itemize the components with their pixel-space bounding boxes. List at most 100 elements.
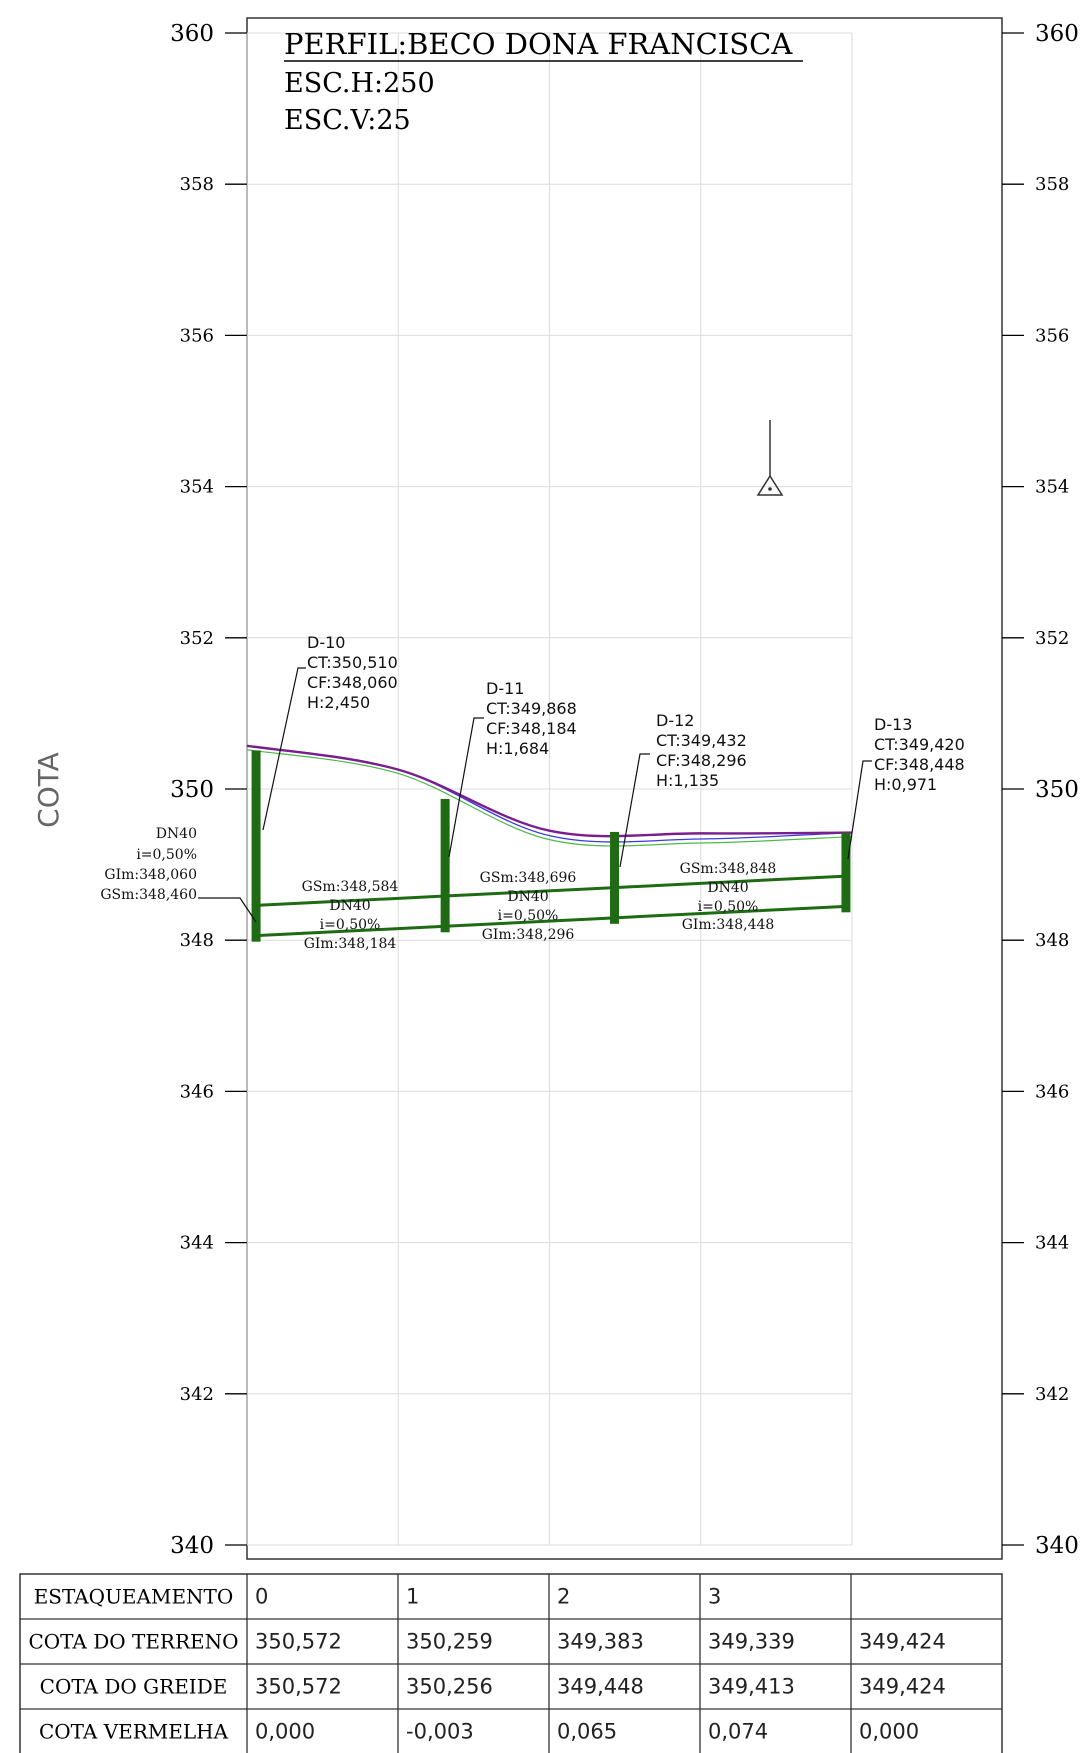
y-tick-label: 360	[170, 21, 214, 47]
pipe-dn: DN40	[707, 880, 748, 896]
manhole-h: H:2,450	[307, 693, 370, 712]
y-tick-label: 350	[1035, 777, 1079, 803]
table-cell: 0,065	[557, 1720, 617, 1744]
pipe-lines	[256, 874, 847, 938]
manhole-d13-annotation: D-13 CT:349,420 CF:348,448 H:0,971	[847, 715, 965, 860]
y-tick-label: 356	[180, 325, 214, 346]
manhole-h: H:1,135	[656, 771, 719, 790]
pipe-bottom-line	[614, 904, 847, 920]
pipe-dn: DN40	[156, 826, 197, 842]
y-tick-label: 340	[1035, 1533, 1079, 1559]
table-cell: 0,000	[255, 1720, 315, 1744]
manhole-d11-annotation: D-11 CT:349,868 CF:348,184 H:1,684	[448, 679, 577, 858]
table-cell: 350,572	[255, 1675, 342, 1699]
benchmark-symbol	[756, 420, 784, 496]
table-cell: 0,074	[708, 1720, 768, 1744]
manhole-ct: CT:349,420	[874, 735, 965, 754]
table-cell: 349,383	[557, 1630, 644, 1654]
y-tick-label: 352	[1035, 628, 1069, 649]
pipe-segment-2-labels: GSm:348,696 DN40 i=0,50% GIm:348,296	[480, 870, 577, 943]
manhole-ct: CT:349,432	[656, 731, 747, 750]
manhole-name: D-10	[307, 633, 345, 652]
table-row-label: COTA DO TERRENO	[28, 1630, 238, 1654]
manhole-d10-annotation: D-10 CT:350,510 CF:348,060 H:2,450	[262, 633, 398, 831]
table-cell: 350,572	[255, 1630, 342, 1654]
pipe-gim: GIm:348,184	[304, 936, 397, 952]
y-tick-label: 346	[1035, 1081, 1069, 1102]
pipe-gim: GIm:348,060	[104, 867, 197, 883]
y-tick-label: 358	[180, 174, 214, 195]
table-cell: 0,000	[859, 1720, 919, 1744]
manhole-name: D-12	[656, 711, 694, 730]
manhole-cf: CF:348,448	[874, 755, 965, 774]
pipe-gsm: GSm:348,460	[100, 887, 197, 903]
grid	[246, 32, 853, 1546]
pipe-slope: i=0,50%	[698, 899, 759, 915]
manhole-h: H:0,971	[874, 775, 937, 794]
table-cell: 2	[557, 1585, 570, 1609]
vertical-scale: ESC.V:25	[284, 105, 411, 136]
profile-title: PERFIL:BECO DONA FRANCISCA	[284, 27, 793, 61]
pipe-top-line	[256, 894, 446, 907]
table-cell: 350,256	[406, 1675, 493, 1699]
pipe-bottom-line	[445, 916, 615, 928]
manhole-d-10	[251, 750, 261, 942]
horizontal-scale: ESC.H:250	[284, 68, 435, 99]
table-row-label: COTA VERMELHA	[39, 1720, 229, 1744]
pipe-gsm: GSm:348,584	[302, 879, 399, 895]
table-cell: 350,259	[406, 1630, 493, 1654]
manhole-h: H:1,684	[486, 739, 549, 758]
table-cell: 1	[406, 1585, 419, 1609]
y-tick-label: 348	[180, 930, 214, 951]
manhole-cf: CF:348,296	[656, 751, 747, 770]
terrain-line-alt	[246, 749, 853, 847]
pipe-dn: DN40	[329, 898, 370, 914]
table-row-label: ESTAQUEAMENTO	[34, 1585, 234, 1609]
y-tick-label: 346	[180, 1081, 214, 1102]
manhole-d-13	[841, 832, 851, 913]
pipe-slope: i=0,50%	[320, 917, 381, 933]
y-tick-label: 354	[1035, 477, 1069, 498]
pipe-gim: GIm:348,296	[482, 927, 575, 943]
y-axis-right: 360 358 356 354 352 350 348 346 344 342 340	[1002, 21, 1079, 1559]
manhole-ct: CT:349,868	[486, 699, 577, 718]
terrain-lines	[246, 744, 853, 847]
manhole-cf: CF:348,184	[486, 719, 577, 738]
manhole-d-11	[440, 798, 450, 933]
table-cell: 349,448	[557, 1675, 644, 1699]
manhole-cf: CF:348,060	[307, 673, 398, 692]
pipe-segment-3-labels: GSm:348,848 DN40 i=0,50% GIm:348,448	[680, 861, 777, 933]
table-cell: 3	[708, 1585, 721, 1609]
start-pipe-annotation: DN40 i=0,50% GIm:348,060 GSm:348,460	[100, 826, 257, 923]
table-cell: 349,339	[708, 1630, 795, 1654]
pipe-top-line	[445, 886, 615, 898]
y-axis-left: 360 358 356 354 352 350 348 346 344 342 340	[170, 21, 247, 1559]
table-cell: 349,424	[859, 1675, 946, 1699]
y-tick-label: 358	[1035, 174, 1069, 195]
manhole-ct: CT:350,510	[307, 653, 398, 672]
table-cell: 349,424	[859, 1630, 946, 1654]
manhole-d-12	[610, 831, 620, 924]
pipe-slope: i=0,50%	[498, 908, 559, 924]
pipe-gsm: GSm:348,848	[680, 861, 777, 877]
table-cell: 349,413	[708, 1675, 795, 1699]
pipe-segment-1-labels: GSm:348,584 DN40 i=0,50% GIm:348,184	[302, 879, 399, 952]
pipe-dn: DN40	[507, 889, 548, 905]
pipe-top-line	[614, 874, 847, 890]
y-tick-label: 356	[1035, 325, 1069, 346]
pipe-slope: i=0,50%	[136, 847, 197, 863]
series-line-greide	[246, 744, 853, 838]
y-tick-label: 344	[1035, 1233, 1069, 1254]
y-tick-label: 342	[180, 1384, 214, 1405]
y-tick-label: 350	[170, 777, 214, 803]
manhole-name: D-13	[874, 715, 912, 734]
pipe-bottom-line	[256, 924, 446, 938]
y-tick-label: 348	[1035, 930, 1069, 951]
table-cell: 0	[255, 1585, 268, 1609]
y-tick-label: 354	[180, 477, 214, 498]
table-row-label: COTA DO GREIDE	[40, 1675, 228, 1699]
y-tick-label: 344	[180, 1233, 214, 1254]
pipe-gsm: GSm:348,696	[480, 870, 577, 886]
y-tick-label: 342	[1035, 1384, 1069, 1405]
